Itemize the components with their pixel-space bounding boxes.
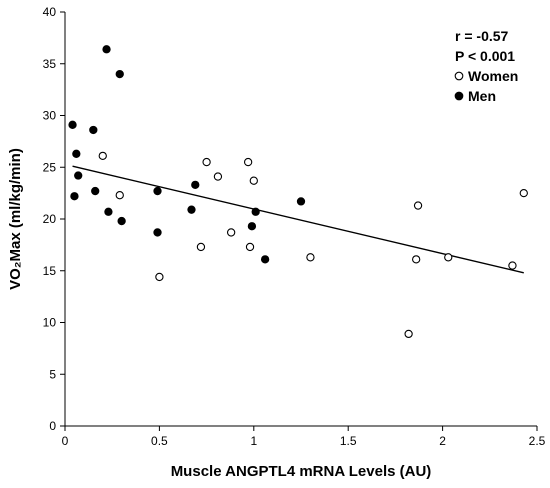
points-layer xyxy=(68,45,528,339)
women-data-point xyxy=(98,151,107,161)
y-tick-label: 15 xyxy=(43,264,57,278)
women-data-point xyxy=(404,329,413,339)
x-tick-label: 1.5 xyxy=(340,434,357,448)
x-axis-title: Muscle ANGPTL4 mRNA Levels (AU) xyxy=(171,463,432,480)
women-data-point xyxy=(306,253,315,262)
men-data-point xyxy=(89,125,98,135)
y-tick-label: 35 xyxy=(43,57,57,71)
women-data-point xyxy=(226,228,236,237)
legend: Women Men xyxy=(454,68,518,104)
legend-men-marker xyxy=(454,91,464,101)
y-tick-label: 20 xyxy=(43,212,57,226)
legend-women-label: Women xyxy=(468,68,518,84)
men-data-point xyxy=(187,205,196,214)
women-data-point xyxy=(196,242,206,252)
x-tick-label: 0 xyxy=(62,434,69,448)
men-data-point xyxy=(104,207,113,216)
men-data-point xyxy=(72,149,81,158)
ticks-layer: 0 5 10 15 20 25 30 35 40 0 0.5 1 1.5 2 2.5 xyxy=(43,5,546,448)
y-tick-label: 40 xyxy=(43,5,57,19)
women-data-point xyxy=(202,157,211,167)
men-data-point xyxy=(91,186,100,196)
axes-layer xyxy=(64,12,537,427)
women-data-point xyxy=(249,176,258,185)
x-tick-label: 2.5 xyxy=(529,434,546,448)
women-data-point xyxy=(413,201,423,210)
men-data-point xyxy=(115,69,124,79)
legend-men-label: Men xyxy=(468,88,496,104)
women-data-point xyxy=(213,172,223,181)
regression-line xyxy=(72,165,524,274)
men-data-point xyxy=(247,222,257,231)
women-data-point xyxy=(245,242,255,252)
men-data-point xyxy=(296,197,306,206)
y-axis-title: VO₂Max (ml/kg/min) xyxy=(7,148,24,290)
p-value-annotation: P < 0.001 xyxy=(455,48,515,64)
men-data-point xyxy=(191,180,200,189)
men-data-point xyxy=(153,186,162,196)
women-data-point xyxy=(412,255,421,264)
y-tick-label: 0 xyxy=(49,419,56,433)
y-tick-label: 10 xyxy=(43,316,57,330)
x-tick-label: 2 xyxy=(439,434,446,448)
women-data-point xyxy=(519,188,528,198)
trendline-layer xyxy=(72,165,524,274)
men-data-point xyxy=(153,228,162,237)
y-tick-label: 5 xyxy=(49,367,56,381)
x-tick-label: 1 xyxy=(250,434,257,448)
women-data-point xyxy=(508,261,517,270)
y-tick-label: 30 xyxy=(43,109,57,123)
x-tick-label: 0.5 xyxy=(151,434,168,448)
women-data-point xyxy=(155,272,164,282)
men-data-point xyxy=(102,45,111,54)
men-data-point xyxy=(68,120,77,129)
men-data-point xyxy=(251,207,260,216)
women-data-point xyxy=(243,157,253,167)
legend-women-marker xyxy=(454,71,464,81)
men-data-point xyxy=(70,192,79,201)
men-data-point xyxy=(260,255,270,264)
men-data-point xyxy=(117,216,126,226)
correlation-annotation: r = -0.57 xyxy=(455,28,509,44)
y-tick-label: 25 xyxy=(43,160,57,174)
women-data-point xyxy=(444,253,453,262)
men-data-point xyxy=(74,171,83,180)
women-data-point xyxy=(115,191,124,200)
